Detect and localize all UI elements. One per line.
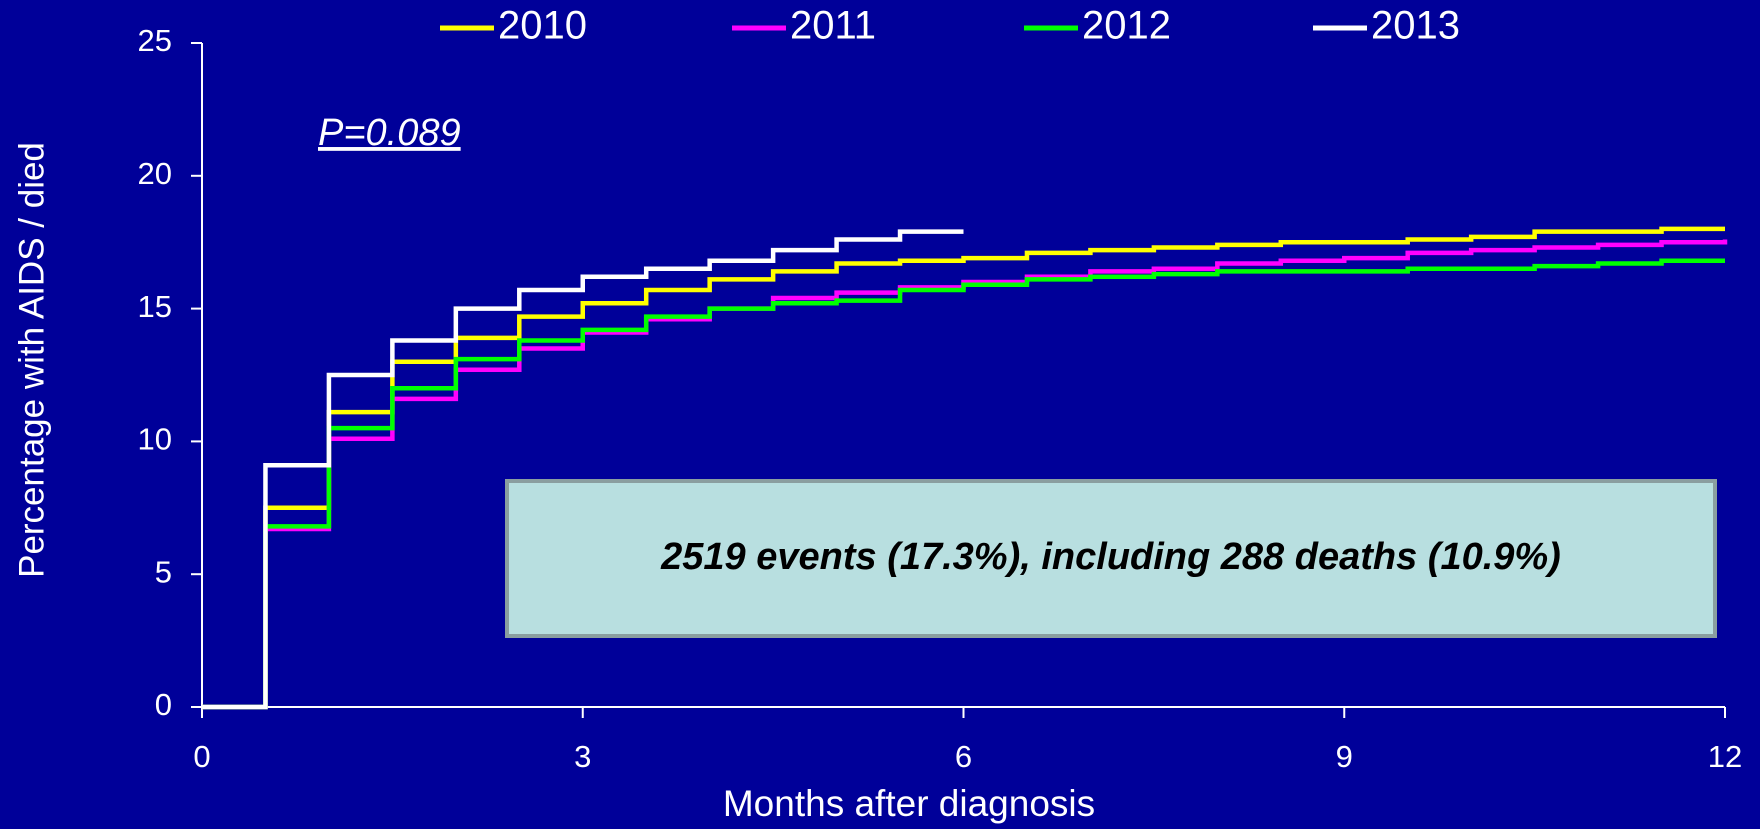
x-tick-label: 9	[1336, 739, 1353, 774]
legend-label: 2011	[790, 4, 876, 48]
p-value: P=0.089	[318, 112, 461, 154]
plot-area: 0 5 10 15 20 25 0 3 6 9 12	[138, 23, 1743, 774]
annotation-box	[505, 479, 1717, 638]
x-axis-label: Months after diagnosis	[723, 783, 1095, 824]
legend-label: 2012	[1082, 4, 1171, 48]
series-line	[202, 229, 964, 710]
legend-label: 2010	[498, 4, 587, 48]
series-line	[202, 258, 1725, 710]
y-axis-label: Percentage with AIDS / died	[12, 142, 51, 578]
y-tick-label: 5	[155, 554, 172, 589]
series-line	[202, 226, 1725, 710]
y-tick-label: 20	[138, 156, 172, 191]
y-tick-label: 25	[138, 23, 172, 58]
x-tick-label: 12	[1708, 739, 1742, 774]
x-tick-label: 3	[574, 739, 591, 774]
annotation-text: 2519 events (17.3%), including 288 death…	[660, 536, 1561, 578]
x-tick-label: 0	[193, 739, 210, 774]
legend-label: 2013	[1371, 4, 1460, 48]
y-tick-label: 15	[138, 289, 172, 324]
y-tick-label: 10	[138, 422, 172, 457]
x-tick-label: 6	[955, 739, 972, 774]
y-tick-label: 0	[155, 687, 172, 722]
